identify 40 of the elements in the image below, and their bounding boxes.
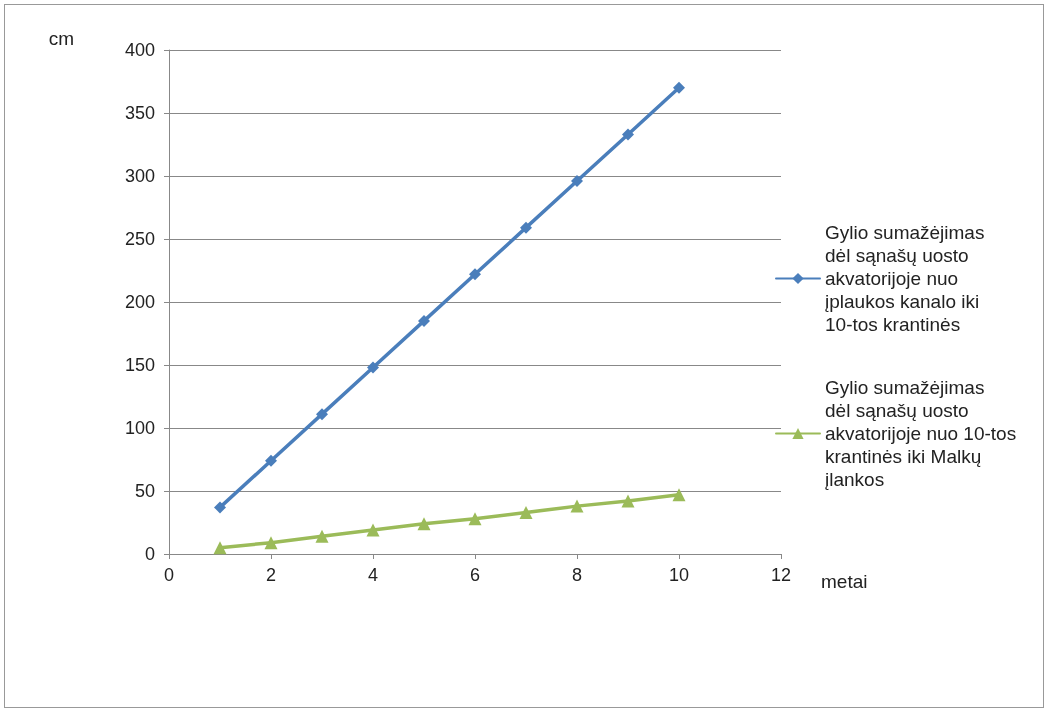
point: [213, 541, 227, 555]
point: [520, 221, 532, 234]
point: [621, 494, 635, 508]
point: [366, 523, 380, 537]
y-tick-label: 250: [124, 229, 155, 249]
point: [316, 408, 328, 421]
x-tick-label: 6: [469, 565, 481, 585]
point: [571, 175, 583, 188]
y-tick-label: 0: [144, 544, 155, 564]
y-tick-label: 100: [124, 418, 155, 438]
point: [469, 268, 481, 281]
point: [315, 529, 329, 543]
x-tick-label: 12: [770, 565, 792, 585]
x-tick-label: 4: [367, 565, 379, 585]
point: [622, 128, 634, 141]
point: [367, 361, 379, 374]
y-tick-label: 400: [124, 40, 155, 60]
legend-label: Gylio sumažėjimas dėl sąnašų uosto akvatorijoje nuo įplaukos kanalo iki 10-tos krantinės: [825, 222, 990, 335]
point: [265, 454, 277, 467]
x-tick-label: 2: [265, 565, 277, 585]
x-tick-label: 8: [571, 565, 583, 585]
y-tick-label: 50: [134, 481, 155, 501]
point: [417, 517, 431, 531]
point: [264, 536, 278, 550]
x-tick-label: 0: [163, 565, 175, 585]
x-axis-title: metai: [821, 571, 868, 592]
point: [214, 501, 226, 514]
y-axis-title: cm: [48, 28, 74, 49]
point: [418, 314, 430, 327]
point: [570, 499, 584, 513]
legend-label: Gylio sumažėjimas dėl sąnašų uosto akvatorijoje nuo 10-tos krantinės iki Malkų įlankos: [825, 377, 1022, 490]
y-tick-label: 350: [124, 103, 155, 123]
point: [519, 505, 533, 519]
y-tick-label: 200: [124, 292, 155, 312]
point: [672, 488, 686, 502]
y-tick-label: 150: [124, 355, 155, 375]
point: [673, 81, 685, 94]
point: [468, 512, 482, 526]
x-tick-label: 10: [668, 565, 690, 585]
y-tick-label: 300: [124, 166, 155, 186]
